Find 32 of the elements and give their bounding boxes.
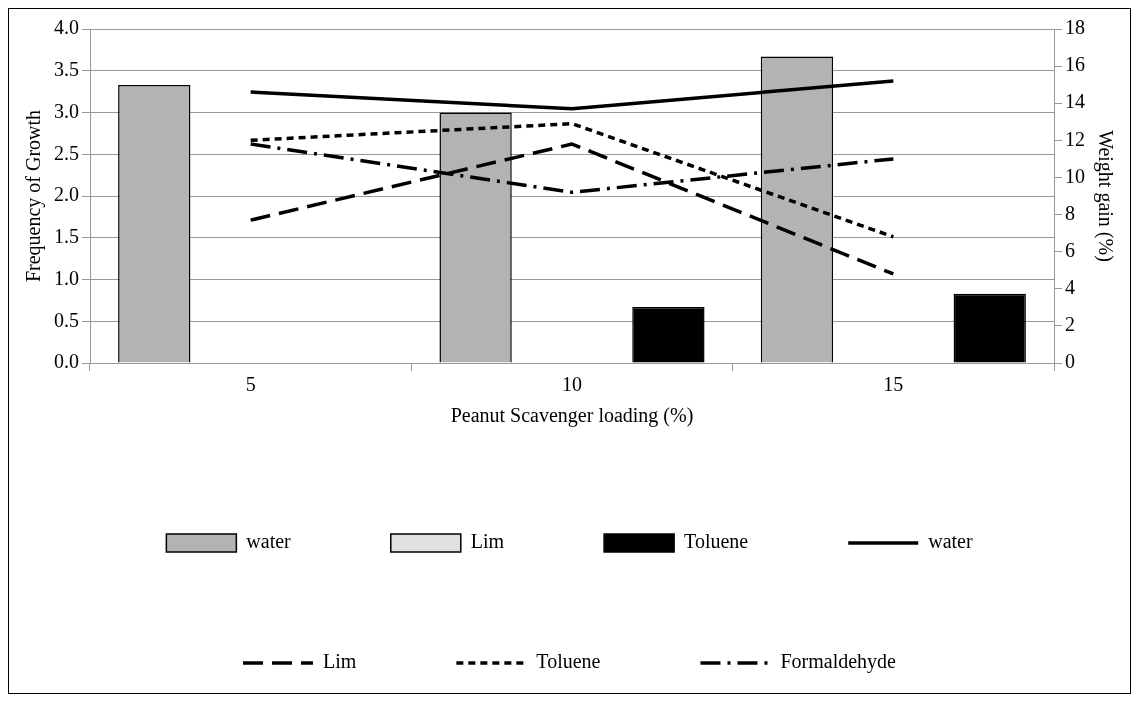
y-tick-label: 0.0	[54, 350, 79, 373]
legend-label: Toluene	[684, 530, 749, 553]
y-tick-label: 1.5	[54, 225, 79, 247]
y-tick-label: 2.0	[54, 183, 79, 206]
legend-label: Formaldehyde	[780, 650, 897, 674]
y2-tick-label: 16	[1065, 53, 1085, 76]
legend-label: water	[928, 530, 973, 553]
y2-tick-label: 8	[1065, 201, 1075, 224]
y-tick-label: 0.5	[54, 308, 79, 331]
x-tick-label: 5	[245, 373, 256, 396]
y2-axis-title: Weight gain (%)	[1093, 130, 1117, 262]
y2-tick-label: 4	[1065, 276, 1075, 299]
y2-tick-label: 2	[1065, 313, 1075, 336]
y-tick-label: 3.0	[54, 99, 79, 122]
x-tick-label: 15	[883, 373, 904, 396]
y2-tick-label: 10	[1065, 164, 1085, 187]
legend-label: Lim	[323, 650, 357, 673]
y-tick-label: 4.0	[54, 16, 79, 39]
y-tick-label: 2.5	[54, 141, 79, 164]
legend-label: Lim	[470, 530, 505, 553]
y2-tick-label: 18	[1065, 16, 1085, 39]
legend-label: water	[246, 530, 292, 553]
y2-tick-label: 0	[1065, 350, 1075, 373]
legend-label: Toluene	[536, 650, 601, 673]
x-axis-title: Peanut Scavenger loading (%)	[450, 404, 694, 428]
y2-tick-label: 12	[1065, 127, 1085, 150]
y-axis-title: Frequency of Growth	[22, 109, 46, 283]
y2-tick-label: 6	[1065, 238, 1075, 261]
y2-tick-label: 14	[1065, 90, 1085, 113]
y-tick-label: 3.5	[54, 58, 79, 80]
y-tick-label: 1.0	[54, 266, 79, 289]
x-tick-label: 10	[562, 373, 582, 396]
